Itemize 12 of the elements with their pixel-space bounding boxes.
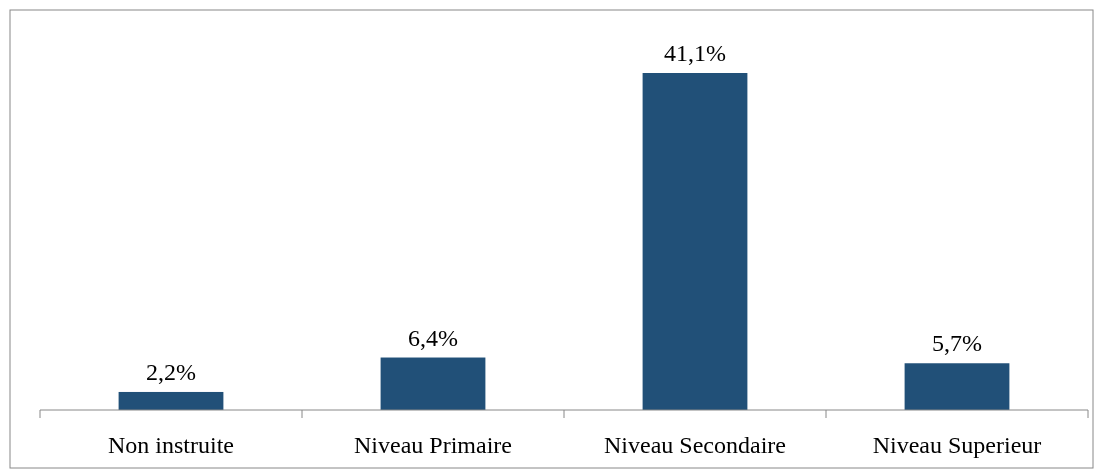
x-tick-label: Non instruite <box>108 432 234 458</box>
bar <box>380 357 486 410</box>
data-label: 2,2% <box>146 358 196 385</box>
x-tick-label: Niveau Secondaire <box>604 432 786 458</box>
x-tick-label: Niveau Superieur <box>872 432 1042 458</box>
bar <box>642 73 748 410</box>
bar <box>118 391 224 410</box>
data-label: 6,4% <box>408 324 458 351</box>
bar <box>904 363 1010 410</box>
data-label: 5,7% <box>932 330 982 357</box>
x-tick-label: Niveau Primaire <box>354 432 512 458</box>
data-label: 41,1% <box>664 40 726 66</box>
